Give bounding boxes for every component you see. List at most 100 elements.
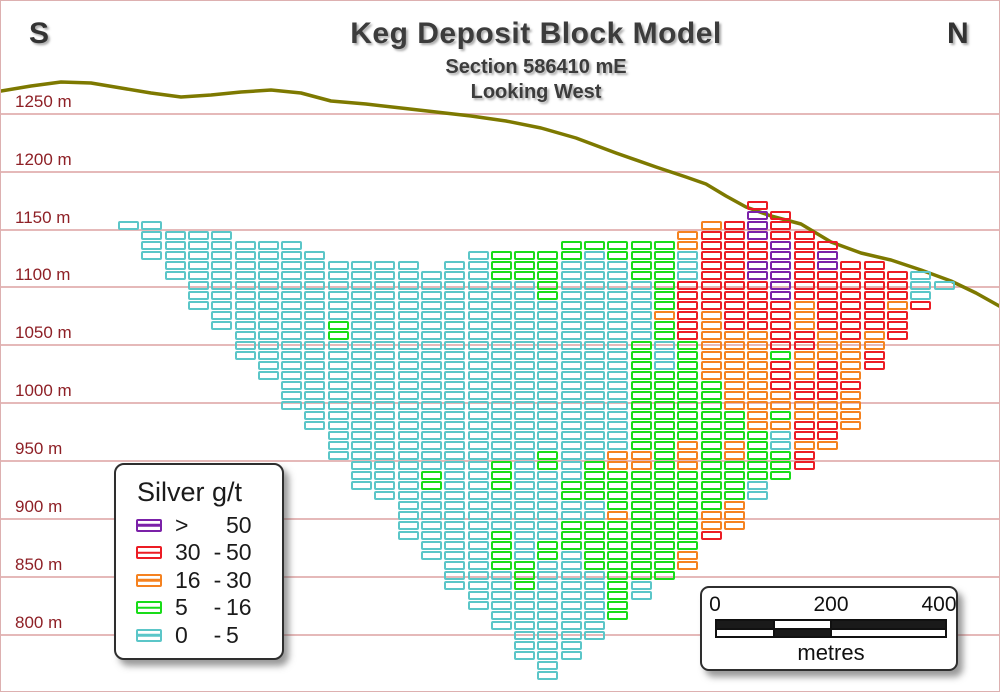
- grade-block-c: [444, 541, 466, 550]
- scale-bar-segment: [831, 628, 946, 637]
- grade-block-o: [840, 341, 862, 350]
- grade-block-c: [374, 411, 396, 420]
- grade-block-g: [560, 541, 582, 550]
- grade-block-c: [397, 421, 419, 430]
- grade-block-c: [514, 641, 536, 650]
- grade-block-c: [234, 321, 256, 330]
- grade-block-c: [444, 531, 466, 540]
- grade-block-o: [700, 311, 722, 320]
- grade-block-c: [141, 231, 163, 240]
- legend-range-text: 30: [226, 566, 252, 593]
- grade-block-c: [420, 431, 442, 440]
- grade-block-c: [351, 331, 372, 340]
- grade-block-c: [514, 551, 536, 560]
- grade-block-c: [467, 421, 489, 430]
- grade-block-c: [933, 281, 955, 290]
- grade-block-c: [397, 341, 419, 350]
- grade-block-c: [514, 501, 536, 510]
- grade-block-r: [723, 311, 745, 320]
- grade-block-c: [420, 411, 442, 420]
- grade-block-c: [490, 511, 512, 520]
- grade-block-r: [817, 321, 838, 330]
- grade-block-g: [653, 281, 675, 290]
- grade-block-c: [514, 611, 536, 620]
- grade-block-c: [304, 391, 326, 400]
- grade-block-c: [560, 621, 582, 630]
- grade-block-c: [234, 301, 256, 310]
- grade-block-c: [281, 361, 303, 370]
- grade-block-g: [677, 341, 699, 350]
- grade-block-c: [351, 421, 372, 430]
- grade-block-c: [467, 401, 489, 410]
- grade-block-r: [677, 291, 699, 300]
- grade-block-g: [653, 401, 675, 410]
- grade-block-o: [817, 331, 838, 340]
- grade-block-c: [630, 321, 652, 330]
- grade-block-p: [747, 261, 769, 270]
- grade-block-g: [653, 481, 675, 490]
- grade-block-c: [304, 361, 326, 370]
- legend-swatch-o-icon: [136, 573, 162, 587]
- grade-block-c: [397, 511, 419, 520]
- grade-block-r: [700, 291, 722, 300]
- grade-block-r: [840, 331, 862, 340]
- grade-block-o: [747, 391, 769, 400]
- grade-block-r: [793, 431, 815, 440]
- grade-block-c: [514, 301, 536, 310]
- grade-block-g: [653, 521, 675, 530]
- grade-block-r: [863, 301, 885, 310]
- grade-block-o: [723, 341, 745, 350]
- grade-block-r: [817, 431, 838, 440]
- grade-block-g: [630, 401, 652, 410]
- grade-block-p: [817, 261, 838, 270]
- grade-block-c: [514, 381, 536, 390]
- grade-block-r: [793, 421, 815, 430]
- grade-block-o: [700, 521, 722, 530]
- grade-block-r: [793, 251, 815, 260]
- grade-block-c: [327, 361, 349, 370]
- grade-block-g: [653, 431, 675, 440]
- grade-block-c: [584, 431, 605, 440]
- grade-block-c: [304, 421, 326, 430]
- grade-block-c: [490, 351, 512, 360]
- grade-block-c: [560, 611, 582, 620]
- grade-block-c: [560, 641, 582, 650]
- grade-block-g: [630, 261, 652, 270]
- grade-block-g: [723, 431, 745, 440]
- grade-block-r: [793, 291, 815, 300]
- grade-block-c: [444, 481, 466, 490]
- grade-block-c: [490, 591, 512, 600]
- grade-block-r: [677, 311, 699, 320]
- grade-block-g: [514, 581, 536, 590]
- grade-block-g: [490, 461, 512, 470]
- grade-block-c: [187, 271, 209, 280]
- grade-block-g: [630, 541, 652, 550]
- grade-block-r: [817, 361, 838, 370]
- grade-block-c: [584, 611, 605, 620]
- grade-block-c: [630, 581, 652, 590]
- grade-block-c: [397, 481, 419, 490]
- grade-block-g: [653, 371, 675, 380]
- grade-block-c: [374, 391, 396, 400]
- grade-block-o: [607, 451, 629, 460]
- grade-block-c: [560, 561, 582, 570]
- grade-block-g: [653, 471, 675, 480]
- grade-block-r: [886, 271, 908, 280]
- grade-block-c: [537, 601, 559, 610]
- grade-block-c: [444, 431, 466, 440]
- grade-block-c: [584, 401, 605, 410]
- grade-block-c: [514, 331, 536, 340]
- grade-block-c: [607, 311, 629, 320]
- grade-block-r: [840, 321, 862, 330]
- elevation-label: 900 m: [15, 497, 63, 516]
- grade-block-o: [700, 321, 722, 330]
- grade-block-c: [607, 421, 629, 430]
- grade-block-c: [304, 371, 326, 380]
- grade-block-g: [653, 531, 675, 540]
- grade-block-g: [607, 541, 629, 550]
- grade-block-c: [327, 421, 349, 430]
- grade-block-c: [304, 351, 326, 360]
- grade-block-g: [584, 461, 605, 470]
- grade-block-g: [607, 591, 629, 600]
- grade-block-c: [607, 331, 629, 340]
